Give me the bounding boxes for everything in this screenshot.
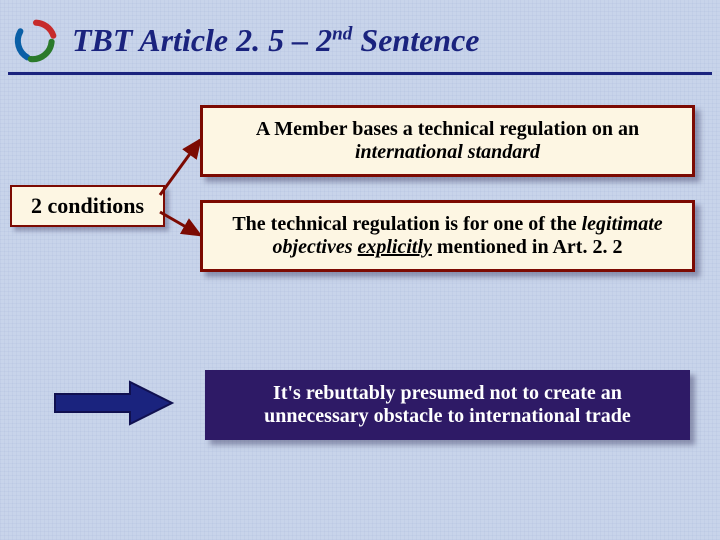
- wto-logo-icon: [10, 14, 62, 66]
- result-text: It's rebuttably presumed not to create a…: [264, 382, 631, 427]
- header-rule: [8, 72, 712, 75]
- title-pre: TBT Article 2. 5 – 2: [72, 22, 332, 58]
- result-box: It's rebuttably presumed not to create a…: [205, 370, 690, 440]
- box2-text-3: explicitly: [357, 236, 431, 258]
- conditions-label: 2 conditions: [31, 193, 144, 218]
- page-title: TBT Article 2. 5 – 2nd Sentence: [72, 22, 479, 59]
- title-sup: nd: [332, 23, 352, 44]
- result-arrow-icon: [50, 378, 180, 428]
- box2-text-1: The technical regulation is for one of t…: [232, 213, 581, 235]
- condition-box-1: A Member bases a technical regulation on…: [200, 105, 695, 177]
- title-post: Sentence: [352, 22, 479, 58]
- box2-text-4: mentioned in Art. 2. 2: [432, 236, 623, 258]
- box1-text-2: international standard: [355, 141, 540, 163]
- header: TBT Article 2. 5 – 2nd Sentence: [10, 10, 710, 70]
- conditions-box: 2 conditions: [10, 185, 165, 227]
- box1-text-1: A Member bases a technical regulation on…: [256, 118, 639, 140]
- condition-box-2: The technical regulation is for one of t…: [200, 200, 695, 272]
